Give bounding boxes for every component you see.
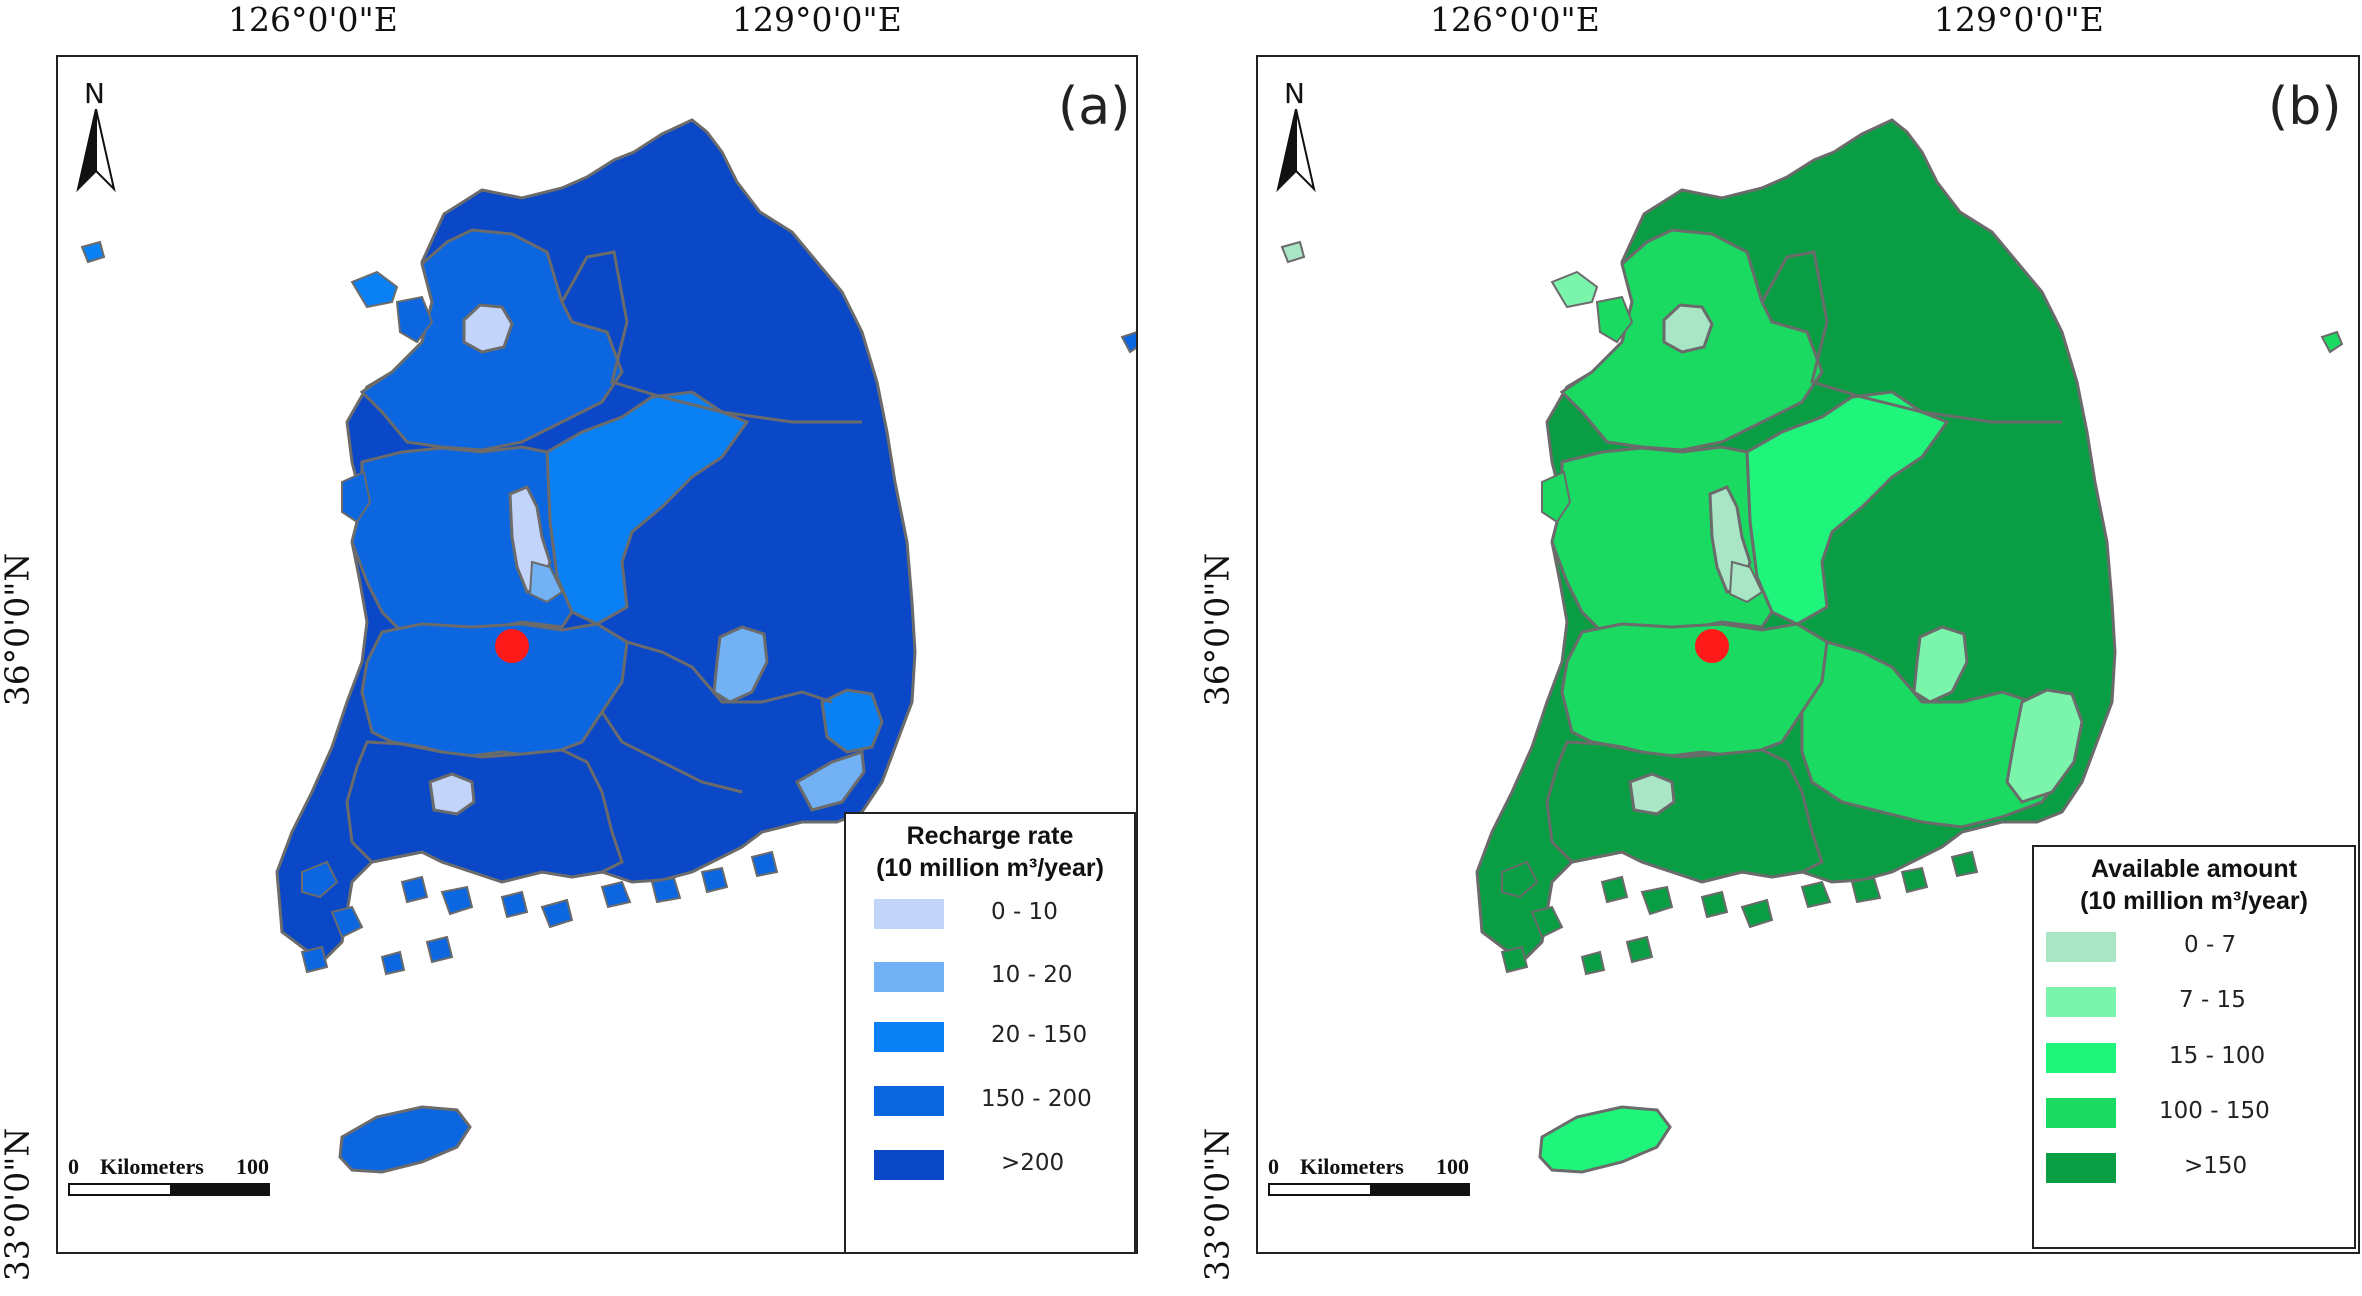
legend-label: 10 - 20 (991, 962, 1073, 988)
legend-label: >200 (1001, 1150, 1065, 1176)
scale-segment-white (1268, 1183, 1372, 1196)
legend-a: Recharge rate (10 million m³/year) 0 - 1… (844, 812, 1136, 1252)
legend-row-b-0: 0 - 7 (2034, 932, 2354, 964)
map-frame-a: N (a) 0 Kilometers 100 Recharge rate (10… (56, 55, 1138, 1254)
legend-swatch (2046, 1043, 2116, 1073)
scale-bar-b: 0 Kilometers 100 (1268, 1154, 1478, 1196)
map-frame-b: N (b) 0 Kilometers 100 Available amount … (1256, 55, 2360, 1254)
legend-row-b-1: 7 - 15 (2034, 987, 2354, 1019)
legend-swatch (2046, 1153, 2116, 1183)
legend-row-a-4: >200 (846, 1150, 1134, 1182)
north-label-b: N (1284, 77, 1305, 110)
panel-tag-b: (b) (2268, 77, 2342, 137)
north-arrow-icon (1276, 109, 1316, 193)
scale-bar-a: 0 Kilometers 100 (68, 1154, 278, 1196)
legend-swatch (2046, 1098, 2116, 1128)
legend-row-b-3: 100 - 150 (2034, 1098, 2354, 1130)
north-label-a: N (84, 77, 105, 110)
legend-title-b-1: Available amount (2090, 855, 2298, 883)
lat-label-36: 36°0'0"N (0, 552, 37, 707)
legend-label: 15 - 100 (2169, 1043, 2266, 1069)
site-marker-b (1695, 629, 1729, 663)
legend-label: 0 - 7 (2184, 932, 2237, 958)
korea-map-a (80, 118, 1136, 1174)
scale-unit-b: Kilometers (1300, 1154, 1404, 1179)
legend-label: 7 - 15 (2179, 987, 2246, 1013)
scale-segment-white (68, 1183, 172, 1196)
scale-max-a: 100 (236, 1154, 269, 1179)
legend-b: Available amount (10 million m³/year) 0 … (2032, 845, 2356, 1249)
scale-segment-black (1370, 1183, 1470, 1196)
legend-row-a-1: 10 - 20 (846, 962, 1134, 994)
site-marker-a (495, 629, 529, 663)
scale-zero-b: 0 (1268, 1154, 1279, 1179)
legend-label: 150 - 200 (981, 1086, 1092, 1112)
lon-label-129-b: 129°0'0"E (1934, 0, 2104, 39)
legend-swatch (874, 899, 944, 929)
lon-label-129: 129°0'0"E (732, 0, 902, 39)
legend-title-a-1: Recharge rate (906, 822, 1074, 850)
panel-tag-a: (a) (1058, 77, 1131, 137)
scale-max-b: 100 (1436, 1154, 1469, 1179)
north-arrow-icon (76, 109, 116, 193)
legend-label: 100 - 150 (2159, 1098, 2270, 1124)
legend-swatch (874, 1022, 944, 1052)
legend-label: 20 - 150 (991, 1022, 1088, 1048)
legend-title-b-2: (10 million m³/year) (2080, 887, 2308, 915)
legend-swatch (874, 1086, 944, 1116)
legend-row-a-3: 150 - 200 (846, 1086, 1134, 1118)
lat-label-33: 33°0'0"N (0, 1127, 37, 1282)
legend-swatch (874, 962, 944, 992)
legend-row-b-2: 15 - 100 (2034, 1043, 2354, 1075)
legend-label: >150 (2184, 1153, 2248, 1179)
scale-unit-a: Kilometers (100, 1154, 204, 1179)
scale-zero-a: 0 (68, 1154, 79, 1179)
legend-row-b-4: >150 (2034, 1153, 2354, 1185)
legend-swatch (2046, 932, 2116, 962)
lat-label-36-b: 36°0'0"N (1197, 552, 1237, 707)
legend-swatch (2046, 987, 2116, 1017)
legend-row-a-0: 0 - 10 (846, 899, 1134, 931)
scale-segment-black (170, 1183, 270, 1196)
korea-map-b (1280, 118, 2344, 1174)
lat-label-33-b: 33°0'0"N (1197, 1127, 1237, 1282)
legend-label: 0 - 10 (991, 899, 1058, 925)
lon-label-126: 126°0'0"E (228, 0, 398, 39)
legend-title-a-2: (10 million m³/year) (876, 854, 1104, 882)
lon-label-126-b: 126°0'0"E (1430, 0, 1600, 39)
legend-swatch (874, 1150, 944, 1180)
legend-row-a-2: 20 - 150 (846, 1022, 1134, 1054)
